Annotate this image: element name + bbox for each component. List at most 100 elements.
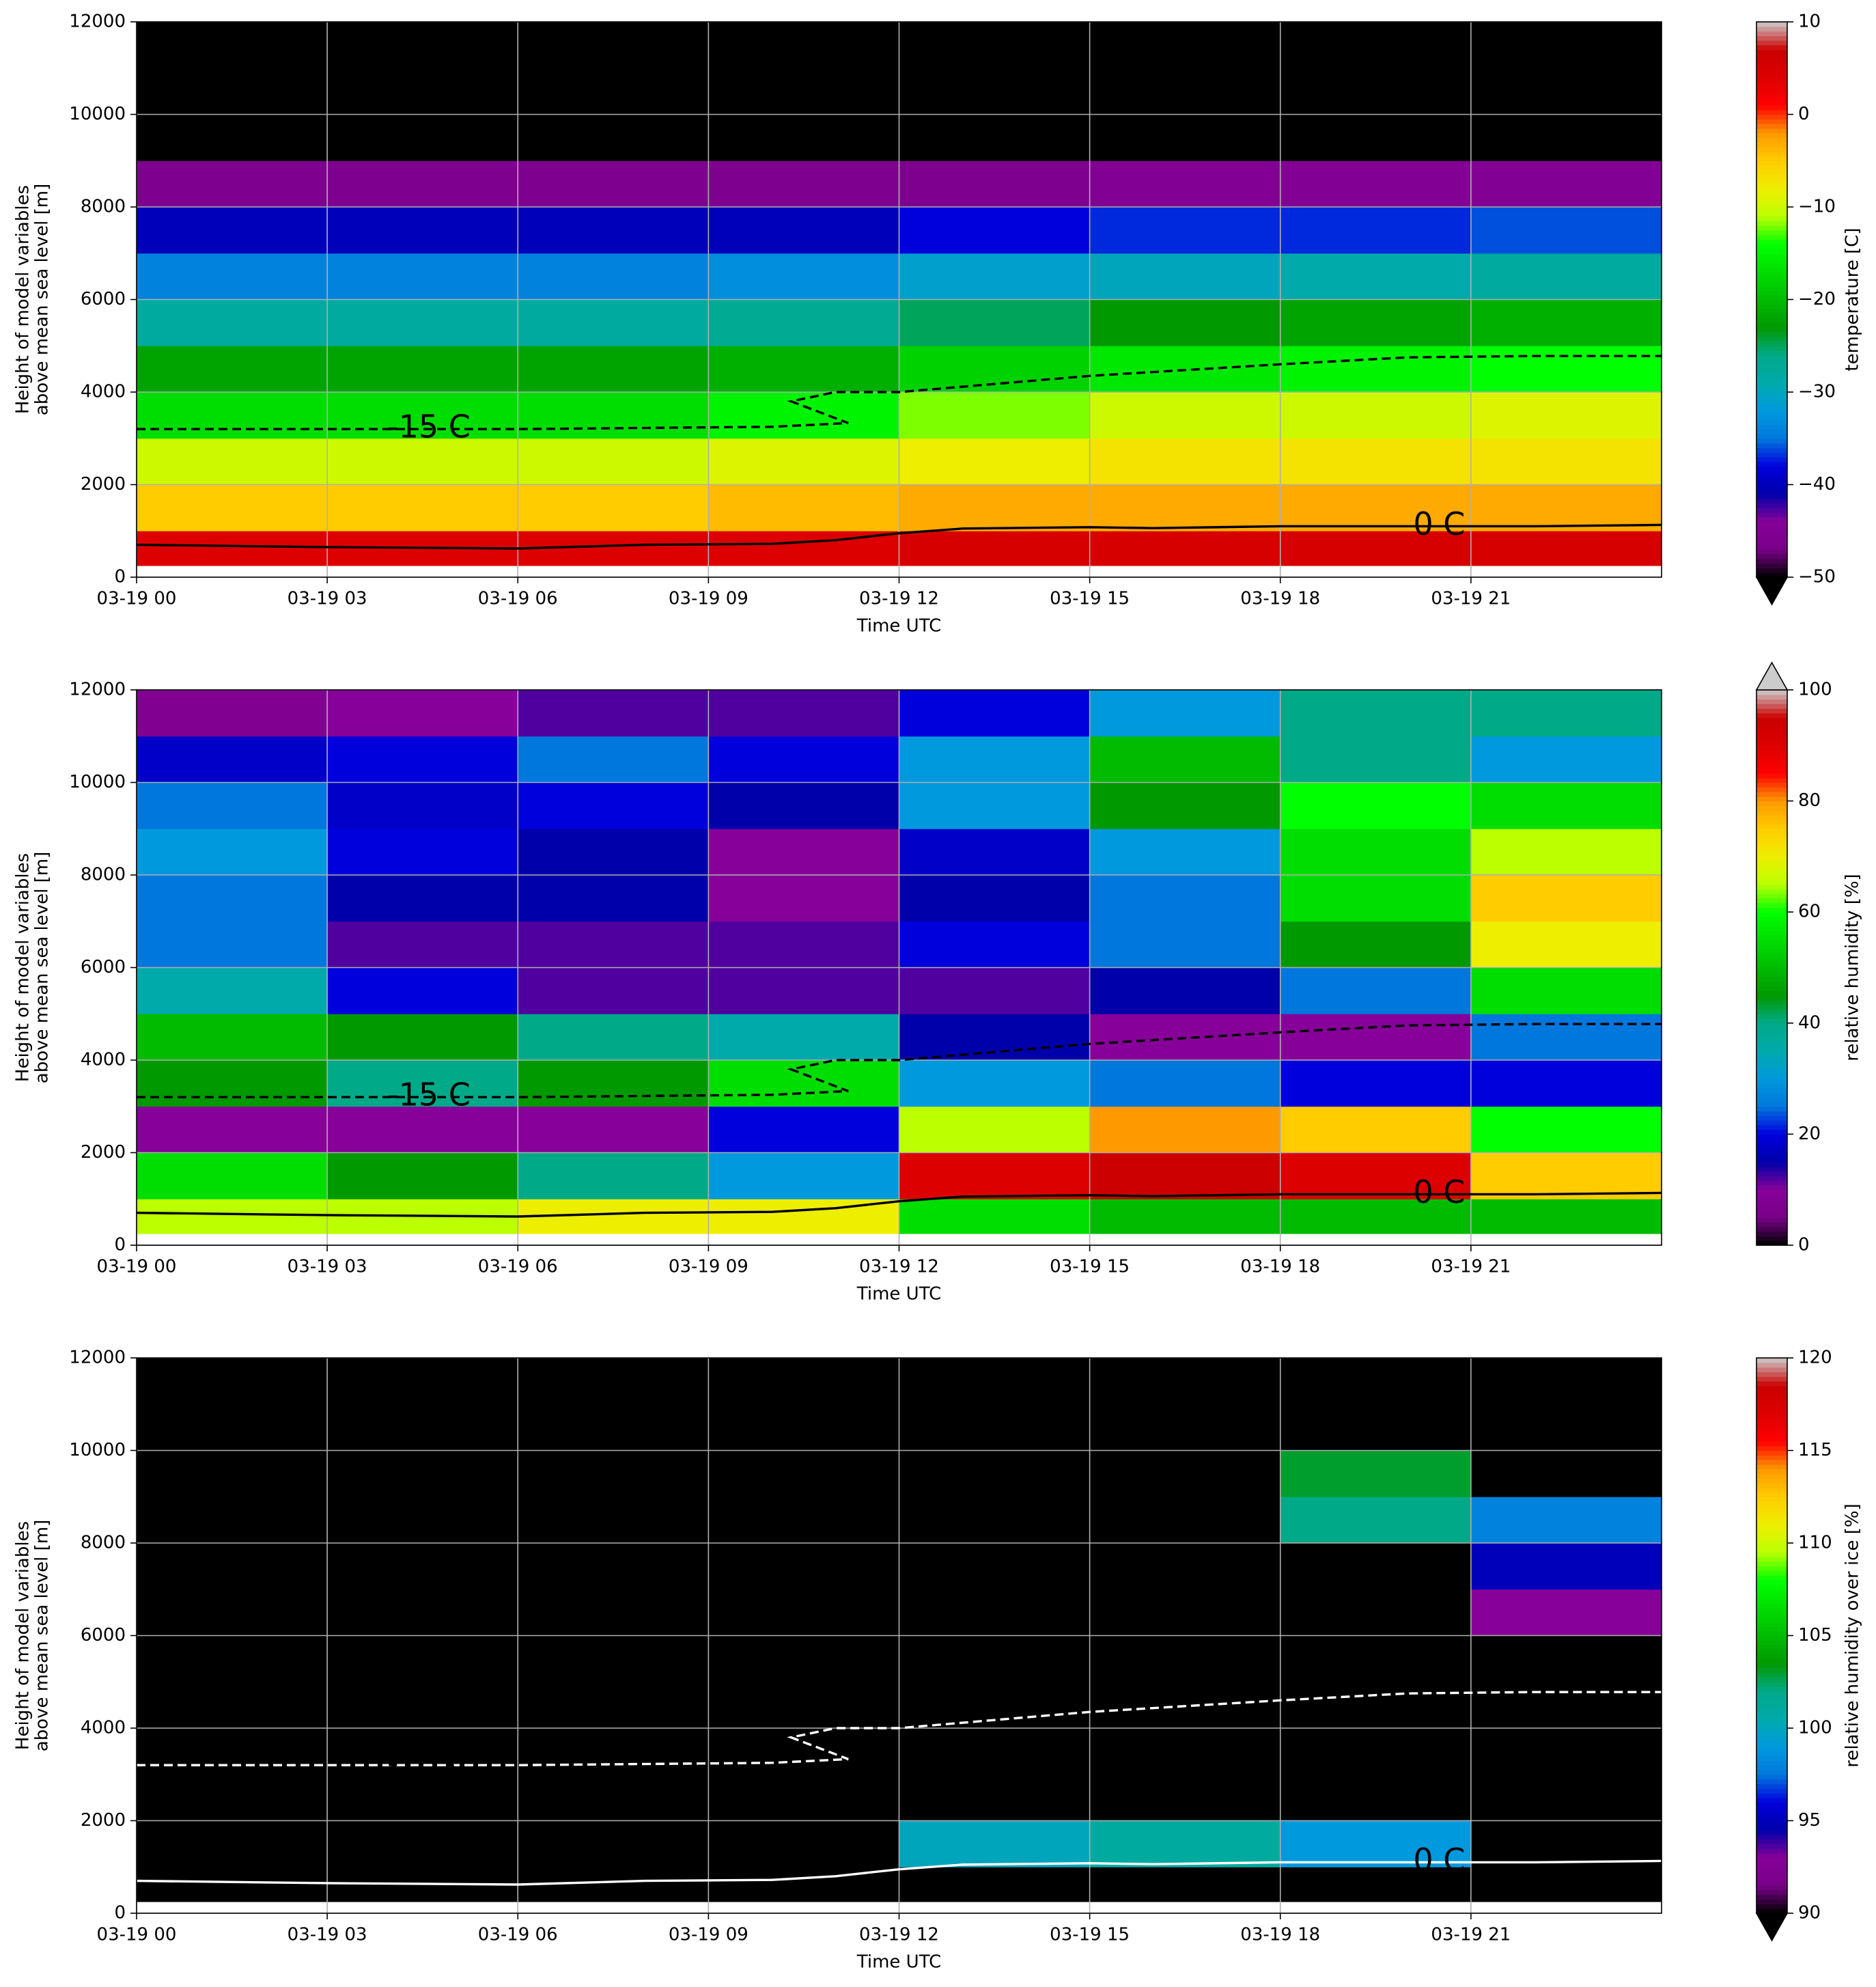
heatmap-cell: [1280, 114, 1472, 161]
colorbar-swatch: [1756, 406, 1787, 411]
contour-label: -15 C: [387, 1745, 471, 1781]
heatmap-cell: [1470, 438, 1662, 485]
heatmap-cell: [708, 299, 899, 346]
heatmap-cell: [1470, 68, 1662, 115]
colorbar-swatch: [1756, 1399, 1787, 1405]
y-tick-label: 0: [114, 1235, 126, 1255]
colorbar-swatch: [1756, 1441, 1787, 1447]
colorbar-swatch: [1756, 1413, 1787, 1419]
heatmap-cell: [137, 1728, 328, 1775]
heatmap-cell: [327, 392, 518, 439]
colorbar-swatch: [1756, 489, 1787, 495]
colorbar-swatch: [1756, 1880, 1787, 1886]
heatmap-cell: [327, 1106, 518, 1153]
heatmap-cell: [899, 1543, 1091, 1590]
heatmap-cell: [1280, 1060, 1472, 1107]
colorbar-swatch: [1756, 1617, 1787, 1622]
colorbar-swatch: [1756, 949, 1787, 954]
heatmap-cell: [708, 690, 899, 737]
heatmap-cell: [708, 1682, 899, 1729]
colorbar-swatch: [1756, 49, 1787, 55]
x-tick-label: 03-19 03: [288, 1925, 367, 1945]
y-tick-label: 10000: [69, 1440, 126, 1460]
heatmap-cell: [327, 207, 518, 254]
contour-line: [137, 1691, 1662, 1766]
colorbar-tick-label: −50: [1798, 567, 1836, 587]
heatmap-cell: [518, 1014, 709, 1061]
colorbar-swatch: [1756, 225, 1787, 231]
colorbar-swatch: [1756, 165, 1787, 171]
colorbar-swatch: [1756, 447, 1787, 453]
colorbar-swatch: [1756, 359, 1787, 365]
heatmap-cell: [1470, 967, 1662, 1014]
colorbar-swatch: [1756, 1783, 1787, 1789]
y-axis-label: Height of model variables: [13, 1521, 33, 1750]
colorbar-swatch: [1756, 1899, 1787, 1905]
heatmap-cell: [327, 1497, 518, 1544]
colorbar-swatch: [1756, 286, 1787, 291]
heatmap-cell: [899, 690, 1091, 737]
colorbar-swatch: [1756, 1626, 1787, 1632]
colorbar-tick-label: −10: [1798, 197, 1836, 217]
heatmap-cell: [1470, 392, 1662, 439]
colorbar-swatch: [1756, 40, 1787, 46]
heatmap-cell: [137, 1774, 328, 1821]
colorbar-swatch: [1756, 1774, 1787, 1780]
heatmap-cell: [899, 875, 1091, 922]
colorbar-swatch: [1756, 63, 1787, 69]
heatmap-cell: [137, 967, 328, 1014]
colorbar-tick-label: 95: [1798, 1810, 1821, 1831]
heatmap-cell: [1089, 1152, 1281, 1199]
axes-frame: [136, 21, 1662, 578]
colorbar-swatch: [1756, 801, 1787, 806]
colorbar-swatch: [1756, 137, 1787, 143]
colorbar-swatch: [1756, 837, 1787, 844]
colorbar-swatch: [1756, 1060, 1787, 1066]
heatmap-cell: [1470, 346, 1662, 393]
colorbar-swatch: [1756, 267, 1787, 273]
heatmap-cell: [518, 1358, 709, 1405]
colorbar-swatch: [1756, 1139, 1787, 1144]
colorbar-swatch: [1756, 294, 1787, 301]
colorbar-swatch: [1756, 299, 1787, 305]
heatmap-cell: [137, 690, 328, 737]
colorbar-tick-label: 10: [1798, 12, 1821, 32]
colorbar-swatch: [1756, 810, 1787, 816]
colorbar-swatch: [1756, 981, 1787, 987]
heatmap-cell: [137, 114, 328, 161]
colorbar-tick-label: −30: [1798, 382, 1836, 402]
heatmap-cell: [327, 1635, 518, 1682]
colorbar-swatch: [1756, 1120, 1787, 1126]
colorbar-swatch: [1756, 207, 1787, 212]
x-tick-label: 03-19 21: [1431, 1257, 1511, 1277]
colorbar-swatch: [1756, 954, 1787, 959]
colorbar-swatch: [1756, 1566, 1787, 1572]
x-tick-label: 03-19 21: [1431, 589, 1511, 609]
heatmap-cell: [899, 1728, 1091, 1775]
colorbar-swatch: [1756, 230, 1787, 236]
x-tick-label: 03-19 06: [478, 1257, 558, 1277]
colorbar-swatch: [1756, 1018, 1787, 1024]
x-tick-label: 03-19 09: [669, 1257, 748, 1277]
colorbar-swatch: [1756, 1014, 1787, 1019]
colorbar-swatch: [1756, 1497, 1787, 1502]
colorbar-swatch: [1756, 1079, 1787, 1084]
heatmap-cell: [1280, 829, 1472, 876]
heatmap-cell: [1089, 68, 1281, 115]
heatmap-cell: [518, 299, 709, 346]
heatmap-cell: [1470, 1774, 1662, 1821]
x-axis-label: Time UTC: [856, 1952, 941, 1973]
colorbar-swatch: [1756, 540, 1787, 546]
colorbar-swatch: [1756, 727, 1787, 732]
heatmap-cell: [899, 253, 1091, 300]
colorbar-swatch: [1756, 1705, 1787, 1710]
colorbar-swatch: [1756, 1367, 1787, 1372]
heatmap-cell: [1470, 1682, 1662, 1729]
colorbar-swatch: [1756, 304, 1787, 309]
colorbar-swatch: [1756, 958, 1787, 964]
heatmap-cell: [1280, 22, 1472, 69]
colorbar-swatch: [1756, 221, 1787, 226]
heatmap-cell: [1280, 1728, 1472, 1775]
colorbar-swatch: [1756, 1134, 1787, 1139]
heatmap-cell: [899, 1497, 1091, 1544]
